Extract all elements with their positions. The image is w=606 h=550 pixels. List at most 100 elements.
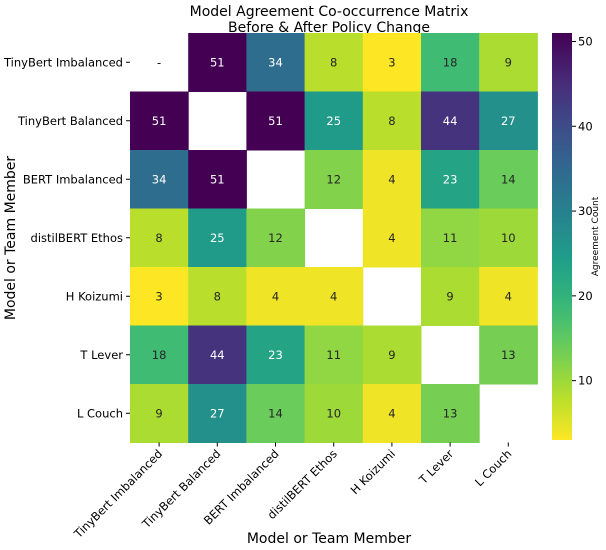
cell-value-label: 51	[268, 114, 283, 128]
cell-value-label: 25	[326, 114, 341, 128]
row-tick-label: T Lever	[79, 348, 123, 362]
cell-value-label: 34	[152, 172, 167, 186]
heatmap-cell	[479, 208, 538, 268]
colorbar-tick-label: 50	[578, 34, 593, 48]
cell-value-label: 4	[388, 172, 395, 186]
cell-value-label: 9	[446, 289, 453, 303]
heatmap-cell	[130, 150, 189, 209]
cell-value-label: 44	[443, 114, 458, 128]
column-tick-label: L Couch	[472, 447, 514, 489]
column-tick-label: H Koizumi	[348, 447, 398, 497]
row-tick-label: BERT Imbalanced	[23, 172, 123, 186]
heatmap-cell	[188, 267, 247, 326]
heatmap-cell	[188, 150, 247, 209]
cell-value-label: 9	[155, 406, 162, 420]
cell-value-label: 8	[330, 55, 337, 69]
diagonal-label: -	[157, 55, 161, 69]
heatmap-cell	[421, 208, 480, 268]
heatmap-cell	[421, 267, 480, 326]
heatmap-cell	[479, 150, 538, 209]
row-tick-label: TinyBert Balanced	[17, 114, 123, 128]
heatmap-cell	[246, 33, 306, 92]
cell-value-label: 10	[501, 231, 516, 245]
column-tick-label: T Lever	[416, 447, 457, 488]
cell-value-label: 14	[501, 172, 516, 186]
heatmap-cell	[362, 33, 422, 92]
heatmap-cell	[246, 384, 306, 443]
heatmap-cell	[362, 384, 422, 443]
heatmap-cell	[479, 267, 538, 326]
cell-value-label: 44	[210, 348, 225, 362]
colorbar-tick-label: 10	[578, 374, 593, 388]
cell-value-label: 13	[501, 348, 516, 362]
cell-value-label: 23	[443, 172, 458, 186]
cell-value-label: 4	[272, 289, 279, 303]
heatmap-cell	[362, 150, 422, 209]
heatmap-cell	[362, 325, 422, 385]
cell-value-label: 8	[388, 114, 395, 128]
heatmap-cell	[130, 91, 189, 151]
chart-title-line: Model Agreement Co-occurrence Matrix	[190, 4, 469, 20]
cell-value-label: 12	[268, 231, 283, 245]
heatmap-cell	[479, 33, 538, 92]
heatmap-cell	[479, 325, 538, 385]
heatmap-cell	[246, 208, 306, 268]
heatmap-cell	[246, 267, 306, 326]
cell-value-label: 4	[505, 289, 512, 303]
heatmap-cell	[479, 91, 538, 151]
heatmap-cell	[304, 33, 364, 92]
heatmap-cell	[188, 384, 247, 443]
cell-value-label: 51	[152, 114, 167, 128]
cell-value-label: 27	[210, 406, 225, 420]
row-tick-label: TinyBert Imbalanced	[3, 55, 123, 69]
row-tick-label: H Koizumi	[66, 289, 123, 303]
cell-value-label: 8	[155, 231, 162, 245]
heatmap-cell	[304, 91, 364, 151]
cell-value-label: 8	[214, 289, 221, 303]
cell-value-label: 12	[326, 172, 341, 186]
cell-value-label: 3	[155, 289, 162, 303]
cell-value-label: 18	[443, 55, 458, 69]
cell-value-label: 11	[326, 348, 341, 362]
cell-value-label: 13	[443, 406, 458, 420]
heatmap-cell	[130, 208, 189, 268]
heatmap-cell	[421, 150, 480, 209]
heatmap-cell	[421, 91, 480, 151]
row-tick-label: distilBERT Ethos	[31, 231, 123, 245]
y-axis-label: Model or Team Member	[3, 156, 19, 321]
heatmap-cell	[246, 325, 306, 385]
colorbar-tick-label: 30	[578, 204, 593, 218]
heatmap-cell	[130, 325, 189, 385]
colorbar-gradient	[552, 33, 572, 440]
colorbar-tick-label: 20	[578, 289, 593, 303]
cell-value-label: 23	[268, 348, 283, 362]
x-axis-label: Model or Team Member	[247, 531, 412, 547]
row-tick-label: L Couch	[77, 406, 123, 420]
cell-value-label: 3	[388, 55, 395, 69]
heatmap-cell	[362, 91, 422, 151]
chart-title: Model Agreement Co-occurrence MatrixBefo…	[190, 4, 469, 36]
cell-value-label: 51	[210, 55, 225, 69]
heatmap-cell	[130, 267, 189, 326]
heatmap-cell	[304, 267, 364, 326]
cell-value-label: 27	[501, 114, 516, 128]
heatmap-cell	[362, 208, 422, 268]
cell-value-label: 4	[388, 231, 395, 245]
heatmap-cell	[304, 325, 364, 385]
cell-value-label: 4	[330, 289, 337, 303]
heatmap-cell	[421, 384, 480, 443]
colorbar-label: Agreement Count	[591, 196, 601, 276]
heatmap-cell	[304, 384, 364, 443]
heatmap-cell	[188, 33, 247, 92]
colorbar-tick-label: 40	[578, 119, 593, 133]
cell-value-label: 10	[326, 406, 341, 420]
cell-value-label: 4	[388, 406, 395, 420]
row-tick-labels: TinyBert Imbalanced TinyBert Balanced BERT…	[3, 55, 130, 420]
cell-value-label: 51	[210, 172, 225, 186]
heatmap-cell	[130, 384, 189, 443]
heatmap-cell	[246, 91, 306, 151]
chart-title-line: Before & After Policy Change	[228, 20, 430, 36]
cell-value-label: 9	[505, 55, 512, 69]
